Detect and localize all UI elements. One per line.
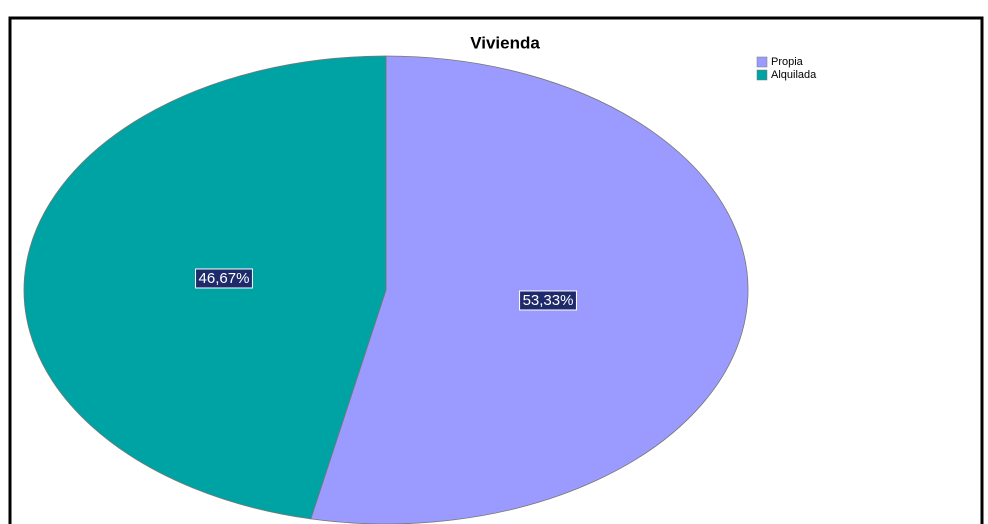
legend-swatch bbox=[756, 56, 768, 68]
data-label: 46,67% bbox=[195, 268, 253, 289]
pie-slice bbox=[310, 55, 749, 524]
legend-swatch bbox=[756, 69, 768, 81]
legend-label: Propia bbox=[771, 56, 804, 68]
data-label: 53,33% bbox=[519, 290, 577, 311]
chart-title: Vivienda bbox=[470, 33, 540, 52]
data-label-box bbox=[195, 268, 253, 289]
data-label-box bbox=[519, 290, 577, 311]
legend-label: Alquilada bbox=[771, 69, 817, 81]
data-label-text: 46,67% bbox=[199, 270, 250, 287]
data-label-text: 53,33% bbox=[523, 292, 574, 309]
